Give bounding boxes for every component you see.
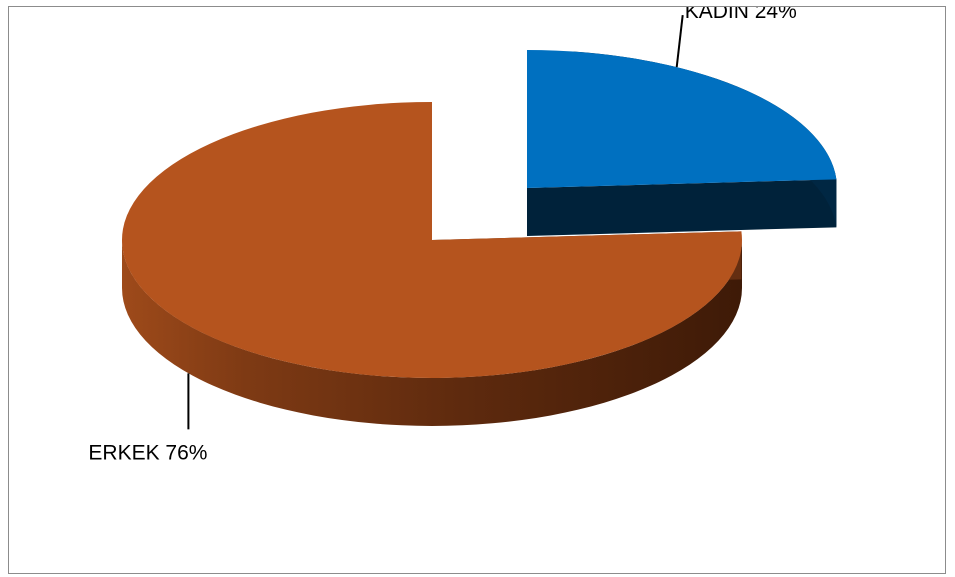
pie-slice-kadin-cut-face <box>527 179 837 236</box>
data-label-kadin: KADIN 24% <box>685 7 797 23</box>
pie-slice-erkek-side <box>122 240 742 426</box>
pie-slice-kadin <box>527 50 837 236</box>
leader-line-kadin <box>675 15 684 68</box>
pie-chart: KADIN 24% ERKEK 76% <box>88 7 837 464</box>
pie-slice-erkek-top <box>121 102 743 378</box>
data-label-erkek: ERKEK 76% <box>88 441 207 464</box>
pie-slice-kadin-top <box>527 50 837 188</box>
pie-slice-erkek <box>121 102 743 426</box>
chart-area: KADIN 24% ERKEK 76% <box>8 6 946 574</box>
